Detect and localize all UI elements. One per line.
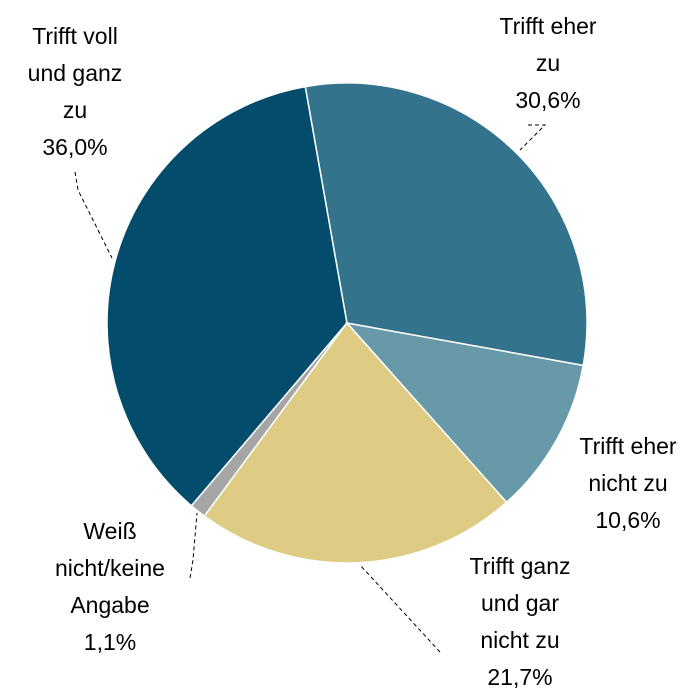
leader-line [74,171,113,259]
value-label: 30,6% [515,87,581,113]
slice-label: Trifft eher zu 30,6% [486,8,611,119]
category-label: Weiß nicht/keine Angabe [55,518,165,618]
category-label: Trifft eher zu [499,13,597,76]
pie-slice [106,85,348,507]
value-label: 10,6% [595,507,661,533]
slice-label: Trifft voll und ganz zu 36,0% [15,18,135,166]
value-label: 1,1% [83,629,137,655]
slice-label: Trifft eher nicht zu 10,6% [563,428,693,539]
category-label: Trifft voll und ganz zu [27,23,123,123]
slice-label: Trifft ganz und gar nicht zu 21,7% [458,548,583,693]
pie-slice [203,321,508,564]
category-label: Trifft eher nicht zu [579,433,677,496]
value-label: 36,0% [42,134,108,160]
pie-slice [344,321,585,504]
pie-slice [304,82,588,367]
leader-line [519,124,547,151]
leader-line [359,564,441,653]
value-label: 21,7% [487,664,553,690]
slice-label: Weiß nicht/keine Angabe 1,1% [45,513,175,661]
leader-line [189,512,198,579]
category-label: Trifft ganz und gar nicht zu [469,553,571,653]
